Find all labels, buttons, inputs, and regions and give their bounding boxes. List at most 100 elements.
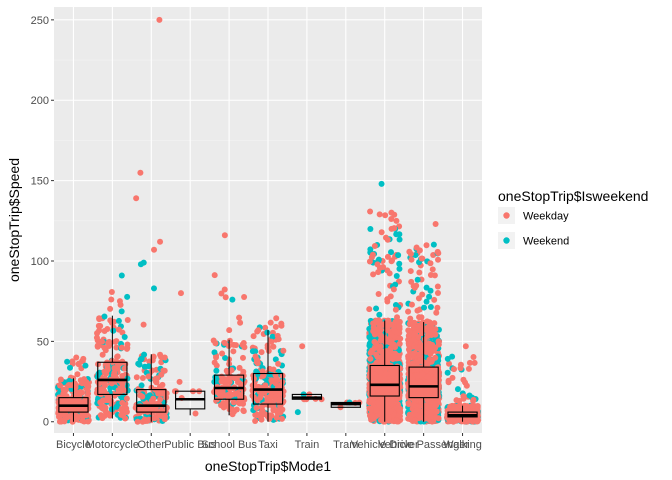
data-point [211,349,218,356]
data-point [445,379,452,386]
data-point [466,359,473,366]
data-point [241,293,248,300]
data-point [396,265,403,272]
data-point [171,388,178,395]
legend-label-weekday: Weekday [523,211,569,223]
data-point [93,334,100,341]
data-point [416,314,423,321]
data-point [367,355,374,362]
x-tick-label: Motorcycle [86,439,139,451]
data-point [418,255,425,262]
data-point [114,360,121,367]
data-point [118,308,125,315]
data-point [395,355,402,362]
data-point [226,327,233,334]
data-point [270,366,277,373]
data-point [456,397,463,404]
data-point [407,250,414,257]
data-point [124,293,131,300]
data-point [255,327,262,334]
data-point [230,341,237,348]
data-point [118,411,125,418]
data-point [447,416,454,423]
data-point [396,236,403,243]
data-point [388,215,395,222]
data-point [152,405,159,412]
data-point [407,268,414,275]
data-point [157,351,164,358]
data-point [147,416,154,423]
data-point [405,308,412,315]
legend-weekend-dot [503,237,510,244]
x-tick-label: Tram [333,439,358,451]
data-point [224,368,231,375]
data-point [99,338,106,345]
y-tick-label: 200 [31,95,49,107]
data-point [388,321,395,328]
data-point [123,408,130,415]
y-tick-label: 100 [31,256,49,268]
data-point [373,407,380,414]
data-point [259,368,266,375]
data-point [435,376,442,383]
data-point [396,329,403,336]
data-point [413,244,420,251]
data-point [268,338,275,345]
data-point [236,314,243,321]
y-tick-label: 0 [43,417,49,429]
data-point [411,331,418,338]
data-point [396,231,403,238]
data-point [274,332,281,339]
data-point [258,416,265,423]
data-point [470,397,477,404]
data-point [148,398,155,405]
data-point [377,347,384,354]
data-point [272,356,279,363]
data-point [375,290,382,297]
data-point [232,390,239,397]
data-point [258,349,265,356]
data-point [101,344,108,351]
data-point [369,413,376,420]
data-point [393,217,400,224]
data-point [380,263,387,270]
data-point [410,350,417,357]
data-point [366,258,373,265]
data-point [419,371,426,378]
data-point [231,375,238,382]
data-point [119,399,126,406]
data-point [133,374,140,381]
data-point [231,408,238,415]
data-point [258,404,265,411]
data-point [449,374,456,381]
data-point [392,302,399,309]
data-point [405,332,412,339]
data-point [79,417,86,424]
data-point [395,252,402,259]
data-point [113,344,120,351]
data-point [417,392,424,399]
data-point [230,399,237,406]
data-point [396,260,403,267]
data-point [451,366,458,373]
data-point [145,373,152,380]
data-point [112,373,119,380]
outlier-point [118,272,125,279]
data-point [367,349,374,356]
data-point [119,372,126,379]
data-point [118,344,125,351]
x-tick-label: Public Bus [164,439,216,451]
data-point [102,404,109,411]
data-point [408,392,415,399]
data-point [272,396,279,403]
data-point [226,379,233,386]
data-point [123,395,130,402]
data-point [432,414,439,421]
data-point [268,412,275,419]
data-point [391,225,398,232]
data-point [121,333,128,340]
data-point [80,355,87,362]
data-point [139,393,146,400]
data-point [121,365,128,372]
data-point [72,384,79,391]
